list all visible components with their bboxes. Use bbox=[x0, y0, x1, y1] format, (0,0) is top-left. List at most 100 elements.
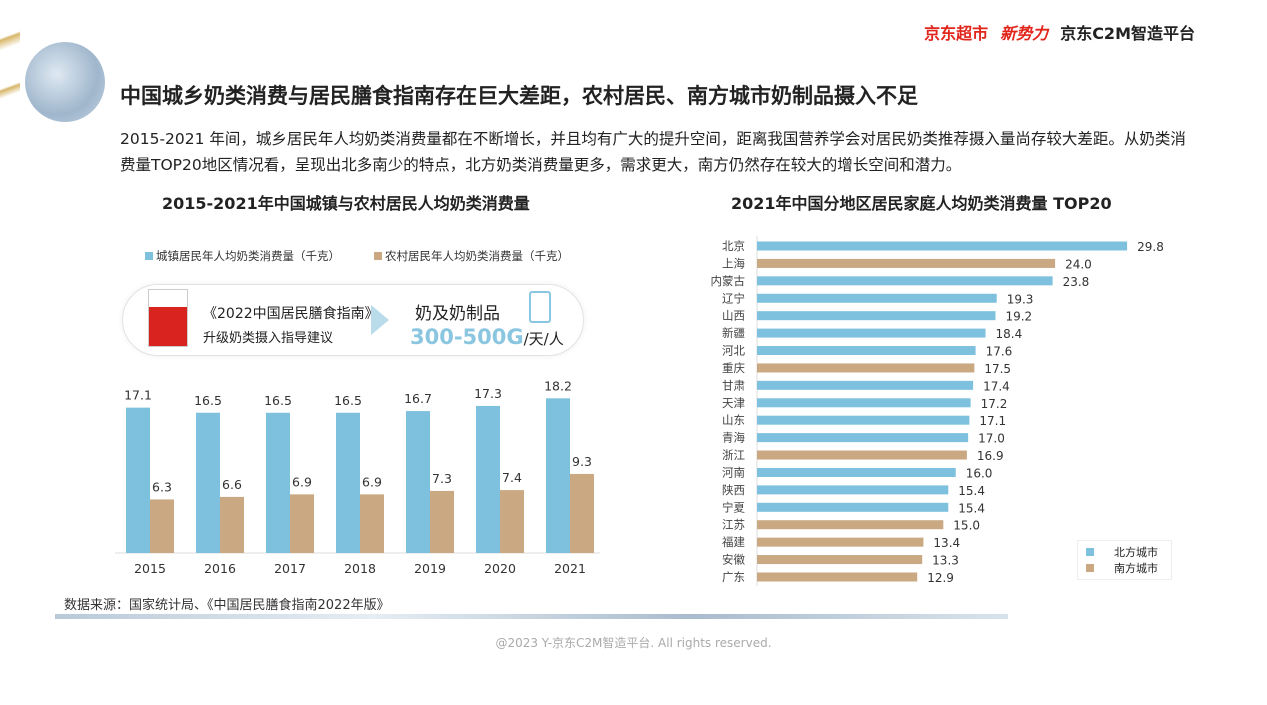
data-source: 数据来源：国家统计局、《中国居民膳食指南2022年版》 bbox=[64, 598, 390, 613]
y-tick-label: 福建 bbox=[722, 535, 745, 549]
gold-decoration bbox=[0, 0, 20, 120]
y-tick-label: 山西 bbox=[722, 309, 745, 323]
y-tick-label: 上海 bbox=[722, 256, 745, 270]
legend-north: 北方城市 bbox=[1086, 545, 1163, 561]
bar-label: 17.0 bbox=[978, 432, 1005, 446]
rural-bar-2018 bbox=[360, 494, 384, 553]
bar-陕西 bbox=[757, 485, 949, 495]
bar-label: 17.1 bbox=[979, 414, 1006, 428]
y-tick-label: 浙江 bbox=[722, 448, 745, 462]
urban-bar-2016 bbox=[196, 412, 220, 553]
bar-label: 13.3 bbox=[932, 554, 959, 568]
right-chart-title: 2021年中国分地区居民家庭人均奶类消费量 TOP20 bbox=[731, 194, 1112, 213]
y-tick-label: 辽宁 bbox=[722, 291, 745, 305]
guide-amount: 300-500G/天/人 bbox=[410, 325, 564, 349]
bar-新疆 bbox=[757, 328, 986, 338]
y-tick-label: 河南 bbox=[722, 465, 745, 479]
bar-label: 17.6 bbox=[986, 345, 1013, 359]
guide-item: 奶及奶制品 bbox=[415, 304, 500, 324]
urban-bar-2020 bbox=[476, 405, 500, 553]
rural-bar-2019 bbox=[430, 490, 454, 553]
bar-安徽 bbox=[757, 555, 923, 565]
page-title: 中国城乡奶类消费与居民膳食指南存在巨大差距，农村居民、南方城市奶制品摄入不足 bbox=[120, 84, 918, 108]
bar-label: 29.8 bbox=[1137, 240, 1164, 254]
urban-bar-2018 bbox=[336, 412, 360, 553]
x-tick-label: 2016 bbox=[204, 561, 236, 576]
bar-label: 17.1 bbox=[124, 388, 152, 403]
bar-广东 bbox=[757, 572, 918, 582]
bar-label: 6.9 bbox=[292, 474, 312, 489]
milk-carton-icon bbox=[529, 291, 551, 323]
right-chart-legend: 北方城市 南方城市 bbox=[1077, 540, 1172, 580]
arrow-right-icon bbox=[371, 305, 389, 335]
rural-bar-2021 bbox=[570, 473, 594, 553]
bar-宁夏 bbox=[757, 502, 949, 512]
guide-subtitle: 升级奶类摄入指导建议 bbox=[203, 331, 334, 346]
bar-甘肃 bbox=[757, 380, 974, 390]
marble-decoration-image bbox=[25, 42, 105, 122]
urban-bar-2021 bbox=[546, 398, 570, 553]
rural-bar-2017 bbox=[290, 494, 314, 553]
bar-重庆 bbox=[757, 363, 975, 373]
y-tick-label: 山东 bbox=[722, 413, 745, 427]
bar-label: 19.3 bbox=[1007, 292, 1034, 306]
bar-label: 17.2 bbox=[981, 397, 1008, 411]
legend-south: 南方城市 bbox=[1086, 561, 1163, 577]
rural-bar-2020 bbox=[500, 490, 524, 553]
bar-label: 9.3 bbox=[572, 454, 592, 469]
bar-label: 7.4 bbox=[502, 470, 522, 485]
bar-label: 12.9 bbox=[927, 571, 954, 585]
x-tick-label: 2018 bbox=[344, 561, 376, 576]
bar-浙江 bbox=[757, 450, 967, 460]
jd-supermarket-logo: 京东超市 bbox=[924, 24, 989, 43]
bar-label: 16.9 bbox=[977, 449, 1004, 463]
bar-label: 18.2 bbox=[544, 378, 572, 393]
left-chart-title: 2015-2021年中国城镇与农村居民人均奶类消费量 bbox=[162, 194, 530, 213]
bar-label: 6.9 bbox=[362, 474, 382, 489]
bar-河北 bbox=[757, 346, 976, 356]
bar-天津 bbox=[757, 398, 971, 408]
bar-北京 bbox=[757, 241, 1128, 251]
urban-bar-2017 bbox=[266, 412, 290, 553]
header-logos: 京东超市 新势力 京东C2M智造平台 bbox=[924, 20, 1195, 44]
bar-label: 16.5 bbox=[264, 393, 292, 408]
dietary-guide-callout: 《2022中国居民膳食指南》 升级奶类摄入指导建议 奶及奶制品 300-500G… bbox=[122, 284, 584, 356]
rural-bar-2015 bbox=[150, 499, 174, 553]
decorative-stripe bbox=[55, 614, 1008, 619]
left-chart-legend: 城镇居民年人均奶类消费量（千克） 农村居民年人均奶类消费量（千克） bbox=[145, 248, 569, 264]
x-tick-label: 2021 bbox=[554, 561, 586, 576]
bar-label: 16.0 bbox=[966, 466, 993, 480]
bar-辽宁 bbox=[757, 293, 997, 303]
bar-label: 15.4 bbox=[958, 484, 985, 498]
bar-label: 6.6 bbox=[222, 477, 242, 492]
intro-text: 2015-2021 年间，城乡居民年人均奶类消费量都在不断增长，并且均有广大的提… bbox=[120, 130, 1186, 174]
rural-bar-2016 bbox=[220, 496, 244, 553]
y-tick-label: 河北 bbox=[722, 344, 745, 358]
urban-bar-2019 bbox=[406, 411, 430, 553]
legend-rural: 农村居民年人均奶类消费量（千克） bbox=[374, 248, 569, 264]
y-tick-label: 江苏 bbox=[722, 518, 745, 532]
bar-label: 13.4 bbox=[933, 536, 960, 550]
bar-上海 bbox=[757, 258, 1056, 268]
bar-label: 16.5 bbox=[334, 393, 362, 408]
x-tick-label: 2019 bbox=[414, 561, 446, 576]
bar-山西 bbox=[757, 311, 996, 321]
y-tick-label: 广东 bbox=[722, 570, 745, 584]
guide-book-image bbox=[148, 289, 188, 347]
y-tick-label: 陕西 bbox=[722, 483, 745, 497]
y-tick-label: 安徽 bbox=[722, 553, 745, 567]
bar-江苏 bbox=[757, 520, 944, 530]
bar-label: 15.0 bbox=[953, 519, 980, 533]
bar-label: 17.4 bbox=[983, 379, 1010, 393]
bar-label: 17.5 bbox=[984, 362, 1011, 376]
bar-内蒙古 bbox=[757, 276, 1053, 286]
x-tick-label: 2020 bbox=[484, 561, 516, 576]
bar-label: 16.5 bbox=[194, 393, 222, 408]
xinshili-logo: 新势力 bbox=[1000, 24, 1049, 43]
x-tick-label: 2017 bbox=[274, 561, 306, 576]
y-tick-label: 天津 bbox=[722, 396, 745, 410]
y-tick-label: 宁夏 bbox=[722, 500, 745, 514]
bar-label: 19.2 bbox=[1005, 310, 1032, 324]
footer-copyright: @2023 Y-京东C2M智造平台. All rights reserved. bbox=[495, 636, 772, 650]
y-tick-label: 甘肃 bbox=[722, 378, 745, 392]
